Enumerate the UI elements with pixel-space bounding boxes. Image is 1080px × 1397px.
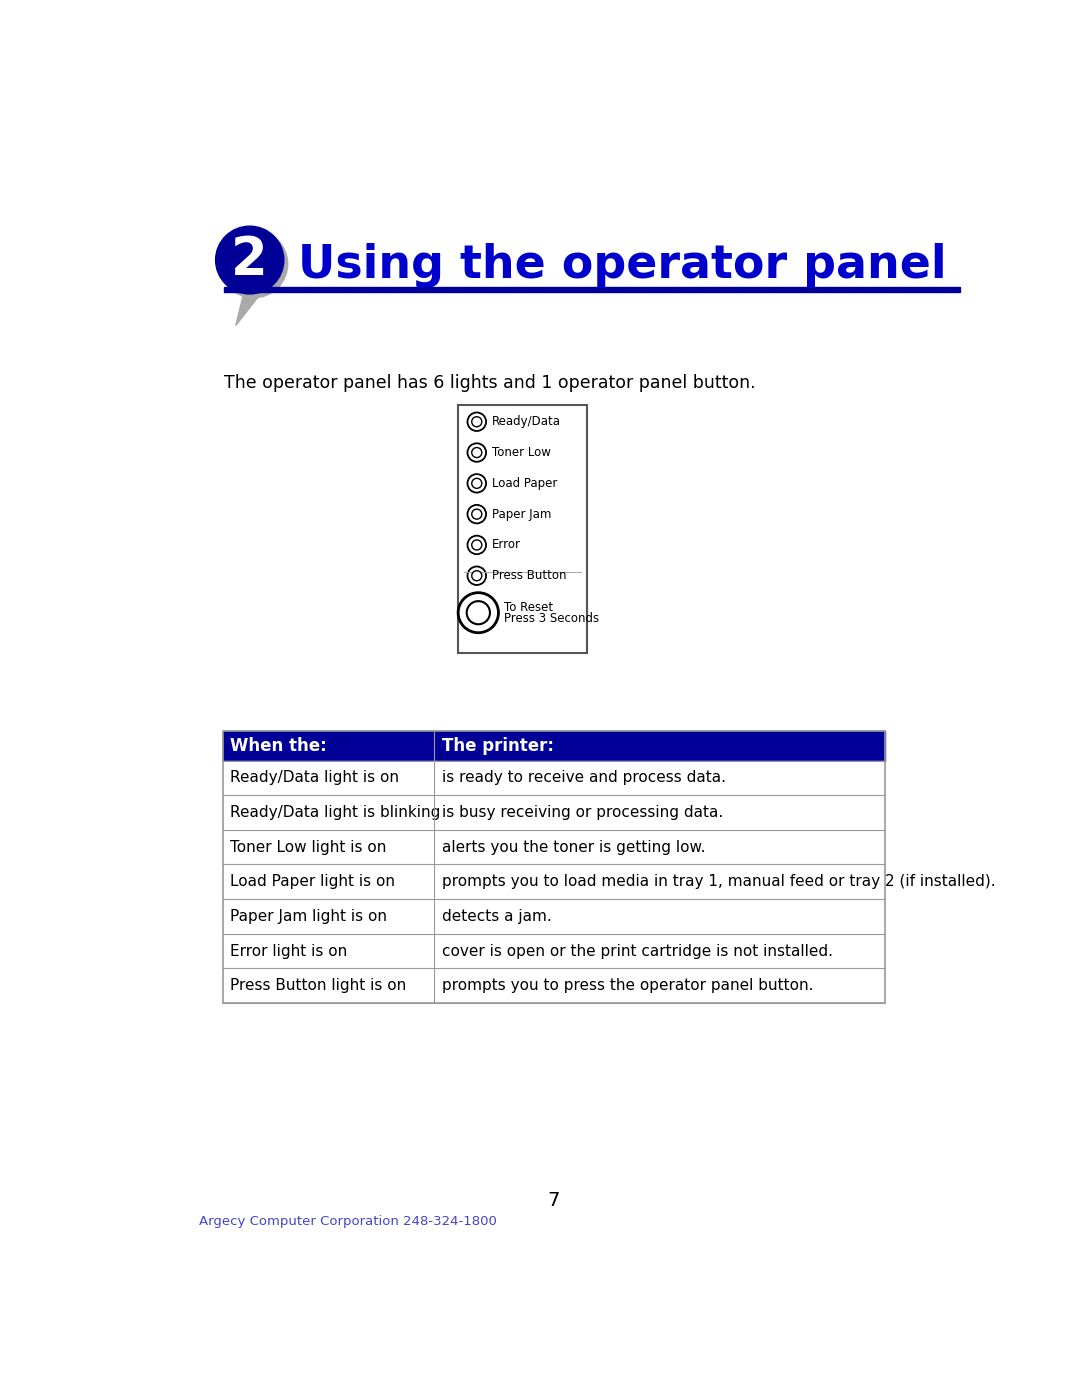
Bar bbox=[222, 968, 886, 1003]
Text: prompts you to load media in tray 1, manual feed or tray 2 (if installed).: prompts you to load media in tray 1, man… bbox=[442, 875, 996, 890]
Circle shape bbox=[458, 592, 499, 633]
Bar bbox=[222, 900, 886, 933]
Text: The printer:: The printer: bbox=[442, 736, 554, 754]
Text: is busy receiving or processing data.: is busy receiving or processing data. bbox=[442, 805, 724, 820]
Circle shape bbox=[219, 231, 287, 298]
Text: 2: 2 bbox=[231, 235, 268, 286]
Text: Ready/Data: Ready/Data bbox=[492, 415, 562, 429]
Text: Press Button light is on: Press Button light is on bbox=[230, 978, 406, 993]
Bar bbox=[225, 286, 960, 292]
Circle shape bbox=[468, 474, 486, 493]
Text: Argecy Computer Corporation 248-324-1800: Argecy Computer Corporation 248-324-1800 bbox=[200, 1215, 497, 1228]
Text: When the:: When the: bbox=[230, 736, 327, 754]
Circle shape bbox=[468, 504, 486, 524]
Text: Error: Error bbox=[492, 538, 522, 552]
Circle shape bbox=[467, 601, 490, 624]
Text: alerts you the toner is getting low.: alerts you the toner is getting low. bbox=[442, 840, 705, 855]
Bar bbox=[222, 760, 886, 795]
Bar bbox=[222, 795, 886, 830]
Bar bbox=[222, 731, 886, 1003]
Circle shape bbox=[468, 412, 486, 432]
Text: prompts you to press the operator panel button.: prompts you to press the operator panel … bbox=[442, 978, 813, 993]
Circle shape bbox=[472, 447, 482, 458]
Text: Press 3 Seconds: Press 3 Seconds bbox=[504, 612, 599, 626]
Text: Paper Jam: Paper Jam bbox=[492, 507, 552, 521]
Text: Toner Low light is on: Toner Low light is on bbox=[230, 840, 387, 855]
Circle shape bbox=[468, 567, 486, 585]
Text: The operator panel has 6 lights and 1 operator panel button.: The operator panel has 6 lights and 1 op… bbox=[225, 374, 756, 393]
Circle shape bbox=[468, 535, 486, 555]
Circle shape bbox=[472, 571, 482, 581]
Text: Ready/Data light is blinking: Ready/Data light is blinking bbox=[230, 805, 441, 820]
Text: To Reset: To Reset bbox=[504, 601, 553, 613]
Polygon shape bbox=[235, 293, 260, 326]
Text: Error light is on: Error light is on bbox=[230, 943, 348, 958]
Text: Paper Jam light is on: Paper Jam light is on bbox=[230, 909, 388, 923]
Text: Using the operator panel: Using the operator panel bbox=[298, 243, 946, 288]
Circle shape bbox=[472, 509, 482, 520]
Bar bbox=[222, 933, 886, 968]
Text: Load Paper light is on: Load Paper light is on bbox=[230, 875, 395, 890]
Text: Press Button: Press Button bbox=[492, 569, 567, 583]
Text: Toner Low: Toner Low bbox=[492, 446, 551, 460]
Circle shape bbox=[468, 443, 486, 462]
Text: 7: 7 bbox=[548, 1192, 559, 1210]
Text: Load Paper: Load Paper bbox=[492, 476, 557, 490]
Bar bbox=[222, 830, 886, 865]
Text: detects a jam.: detects a jam. bbox=[442, 909, 552, 923]
Circle shape bbox=[216, 226, 284, 293]
Text: cover is open or the print cartridge is not installed.: cover is open or the print cartridge is … bbox=[442, 943, 833, 958]
Circle shape bbox=[472, 478, 482, 489]
Bar bbox=[458, 405, 586, 652]
Circle shape bbox=[472, 539, 482, 550]
Circle shape bbox=[472, 416, 482, 426]
Bar bbox=[222, 865, 886, 900]
Text: is ready to receive and process data.: is ready to receive and process data. bbox=[442, 770, 726, 785]
Text: Ready/Data light is on: Ready/Data light is on bbox=[230, 770, 400, 785]
Bar bbox=[222, 731, 886, 760]
